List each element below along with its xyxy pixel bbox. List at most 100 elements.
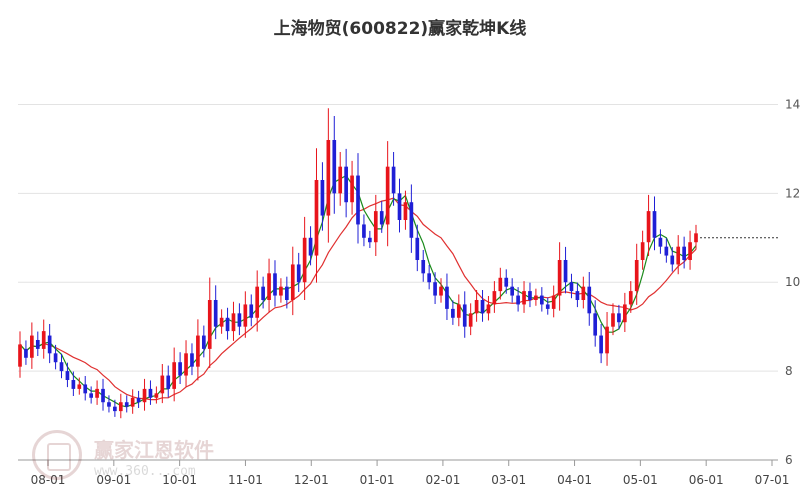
candle (35, 340, 40, 349)
candle (581, 286, 586, 300)
candle (510, 286, 515, 296)
candle (605, 326, 609, 354)
candle (694, 233, 698, 243)
candle (617, 313, 621, 323)
x-axis: 08-01 09-01 10-01 11-01 12-01 01-01 02-01 03-01… (18, 459, 790, 487)
candle (107, 402, 111, 407)
candle (24, 348, 28, 358)
candle (539, 295, 544, 305)
candle (196, 335, 200, 367)
candle (184, 353, 188, 376)
candle (664, 246, 669, 256)
candle (243, 304, 248, 327)
candle (190, 353, 194, 367)
chart-title: 上海物贸(600822)赢家乾坤K线 (273, 19, 527, 39)
candle (219, 317, 224, 327)
candle (314, 180, 319, 256)
candle (101, 388, 105, 403)
watermark-text: 赢家江恩软件 (94, 438, 214, 462)
candle (640, 242, 645, 260)
candle (415, 237, 420, 260)
candle (267, 273, 271, 300)
y-tick-label: 6 (785, 453, 793, 467)
candle (160, 375, 165, 394)
candle (261, 286, 265, 300)
candle (59, 362, 64, 372)
candle (356, 175, 360, 225)
candle (296, 264, 301, 283)
x-tick-label: 10-01 (162, 473, 197, 487)
candle (47, 335, 52, 354)
candle (575, 291, 580, 300)
candle (492, 291, 497, 305)
candle (350, 175, 354, 203)
candle (474, 300, 479, 314)
candle (569, 282, 574, 292)
candle (225, 317, 230, 332)
candle (231, 313, 236, 332)
y-axis-labels: 6 8 10 12 14 (785, 97, 800, 467)
candle (201, 335, 206, 349)
candle (30, 335, 34, 358)
candle (676, 246, 681, 265)
candle (688, 242, 692, 260)
candle (338, 166, 343, 194)
candle (456, 304, 461, 318)
candle (255, 286, 260, 318)
candle (285, 286, 289, 300)
candle (409, 202, 414, 238)
candle (504, 277, 509, 287)
candles (18, 108, 698, 419)
candle (670, 255, 675, 265)
candle (403, 202, 408, 220)
candle (332, 140, 337, 194)
x-tick-label: 07-01 (755, 473, 790, 487)
candle (89, 393, 93, 398)
candle (53, 353, 58, 363)
candle (249, 304, 254, 318)
candle (279, 286, 283, 296)
candle (172, 362, 177, 389)
candle (427, 273, 431, 283)
x-tick-label: 12-01 (294, 473, 329, 487)
y-tick-label: 12 (785, 186, 800, 200)
candle (95, 388, 99, 398)
candle (557, 260, 562, 296)
candle (385, 166, 390, 225)
watermark: 赢家江恩软件 www.360...com (28, 428, 258, 484)
candle (290, 264, 295, 300)
candle (445, 286, 449, 309)
candle (302, 237, 307, 283)
watermark-logo-icon (32, 430, 82, 480)
candle (634, 260, 639, 292)
candle (373, 211, 378, 243)
candle (77, 384, 82, 389)
candle (682, 246, 686, 260)
candle (522, 291, 526, 305)
candle (534, 295, 538, 300)
y-tick-label: 8 (785, 364, 793, 378)
candle (451, 308, 455, 318)
candle (237, 313, 242, 327)
candle (18, 344, 22, 367)
candle (71, 380, 76, 389)
candle (652, 211, 657, 238)
candle (65, 371, 70, 380)
candle (545, 304, 550, 309)
watermark-url: www.360...com (94, 464, 196, 479)
candle (368, 237, 372, 243)
candle (213, 300, 218, 327)
candle (344, 166, 348, 203)
candle (623, 304, 627, 323)
candle (326, 140, 331, 216)
candle (308, 237, 313, 256)
candle (593, 313, 598, 336)
candle (273, 273, 277, 296)
candle (611, 313, 615, 327)
candle (118, 402, 123, 412)
x-tick-label: 09-01 (96, 473, 131, 487)
x-tick-label: 04-01 (557, 473, 592, 487)
candle (207, 300, 212, 349)
candle (178, 362, 182, 376)
